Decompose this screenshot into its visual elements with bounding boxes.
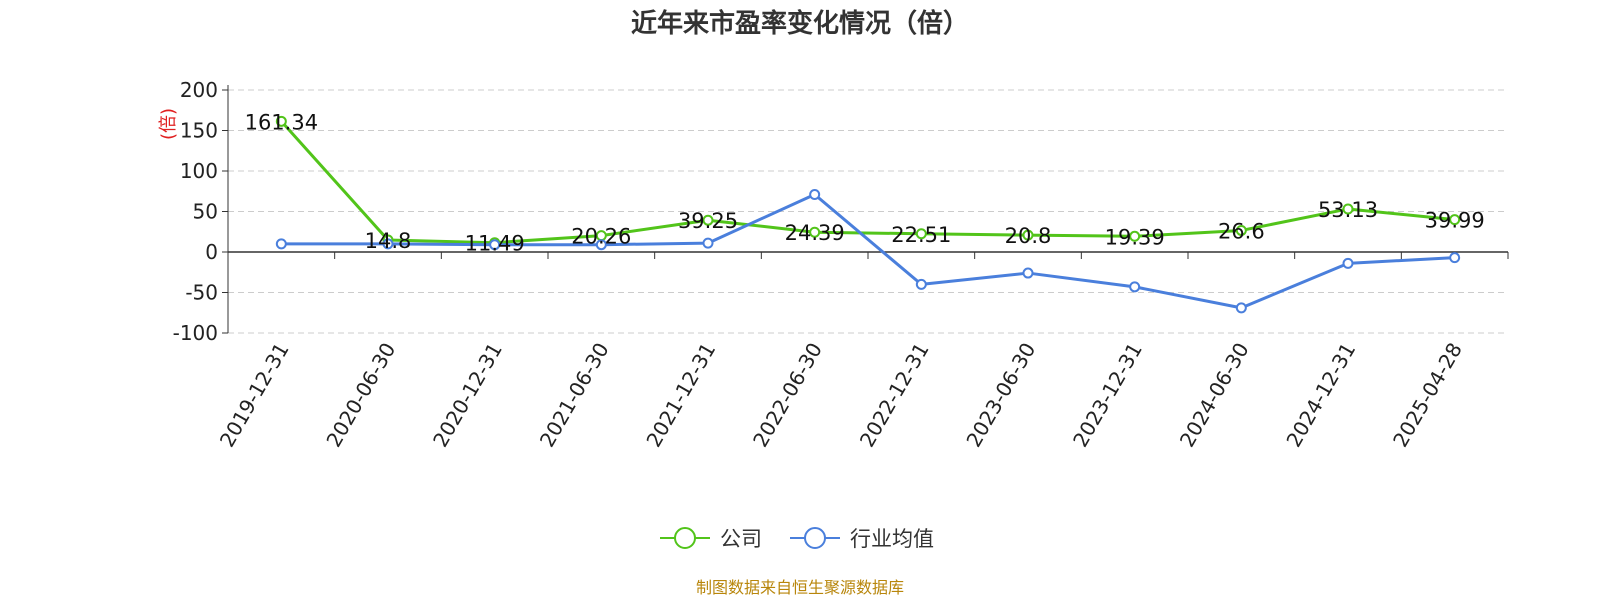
- company-point: [1342, 203, 1354, 215]
- y-tick-label: 0: [205, 240, 218, 264]
- y-tick-label: -50: [185, 281, 218, 305]
- x-tick-label: 2025-04-28: [1388, 339, 1467, 452]
- company-data-label: 20.8: [1005, 224, 1052, 248]
- company-data-label: 39.99: [1425, 209, 1485, 233]
- x-tick-label: 2023-06-30: [961, 339, 1040, 452]
- company-data-label: 53.13: [1318, 198, 1378, 222]
- x-tick-label: 2023-12-31: [1068, 339, 1147, 452]
- data-labels: 161.34 14.8 11.49 20.26 39.25 24.39 22.51 20.8 1…: [245, 110, 1485, 255]
- company-data-label: 161.34: [245, 110, 318, 134]
- company-data-label: 24.39: [785, 221, 845, 245]
- company-data-label: 22.51: [891, 223, 951, 247]
- industry-point: [1235, 302, 1247, 314]
- industry-point: [275, 238, 287, 250]
- industry-point: [1342, 257, 1354, 269]
- company-data-label: 26.6: [1218, 219, 1265, 243]
- company-data-label: 20.26: [571, 225, 631, 249]
- legend-company-label: 公司: [720, 527, 762, 551]
- y-tick-label: 100: [180, 159, 218, 183]
- company-data-label: 19.39: [1105, 225, 1165, 249]
- industry-point: [809, 188, 821, 200]
- x-tick-label: 2021-12-31: [641, 339, 720, 452]
- industry-point: [1449, 252, 1461, 264]
- series-company-line: [280, 120, 1455, 245]
- industry-point: [1129, 281, 1141, 293]
- industry-point: [915, 278, 927, 290]
- company-data-label: 39.25: [678, 209, 738, 233]
- legend-item-industry-average[interactable]: 行业均值: [790, 527, 934, 551]
- company-data-label: 11.49: [465, 232, 525, 256]
- x-tick-label: 2020-12-31: [428, 338, 507, 451]
- x-tick-label: 2019-12-31: [215, 339, 294, 452]
- company-point: [702, 214, 714, 226]
- y-tick-label: -100: [173, 321, 218, 345]
- industry-point: [702, 237, 714, 249]
- company-point: [275, 115, 287, 127]
- legend: 公司 行业均值: [660, 527, 934, 551]
- company-point: [915, 228, 927, 240]
- y-tick-label: 50: [193, 200, 218, 224]
- series-lines: [275, 115, 1461, 314]
- company-point: [1449, 214, 1461, 226]
- company-point: [1129, 230, 1141, 242]
- x-tick-label: 2024-12-31: [1281, 339, 1360, 452]
- y-tick-label: 150: [180, 119, 218, 143]
- chart-title: 近年来市盈率变化情况（倍）: [631, 8, 969, 39]
- company-point: [809, 226, 821, 238]
- x-tick-label: 2024-06-30: [1175, 339, 1254, 452]
- industry-point: [595, 239, 607, 251]
- source-note: 制图数据来自恒生聚源数据库: [696, 578, 904, 597]
- company-data-label: 14.8: [365, 229, 412, 253]
- legend-industry-label: 行业均值: [850, 527, 934, 551]
- industry-point: [1022, 267, 1034, 279]
- series-industry-line: [281, 192, 1455, 310]
- x-tick-label: 2022-06-30: [748, 339, 827, 452]
- y-axis-label: (倍): [158, 108, 179, 140]
- legend-industry-marker: [804, 527, 826, 549]
- x-tick-label: 2020-06-30: [321, 339, 400, 452]
- x-tick-label: 2021-06-30: [535, 339, 614, 452]
- industry-point: [382, 238, 394, 250]
- y-tick-label: 200: [180, 78, 218, 102]
- industry-point: [489, 239, 501, 251]
- legend-item-company[interactable]: 公司: [660, 527, 762, 551]
- company-point: [1022, 229, 1034, 241]
- company-point: [1235, 224, 1247, 236]
- grid-lines: [228, 89, 1508, 334]
- legend-company-marker: [674, 527, 696, 549]
- x-tick-label: 2022-12-31: [855, 338, 934, 451]
